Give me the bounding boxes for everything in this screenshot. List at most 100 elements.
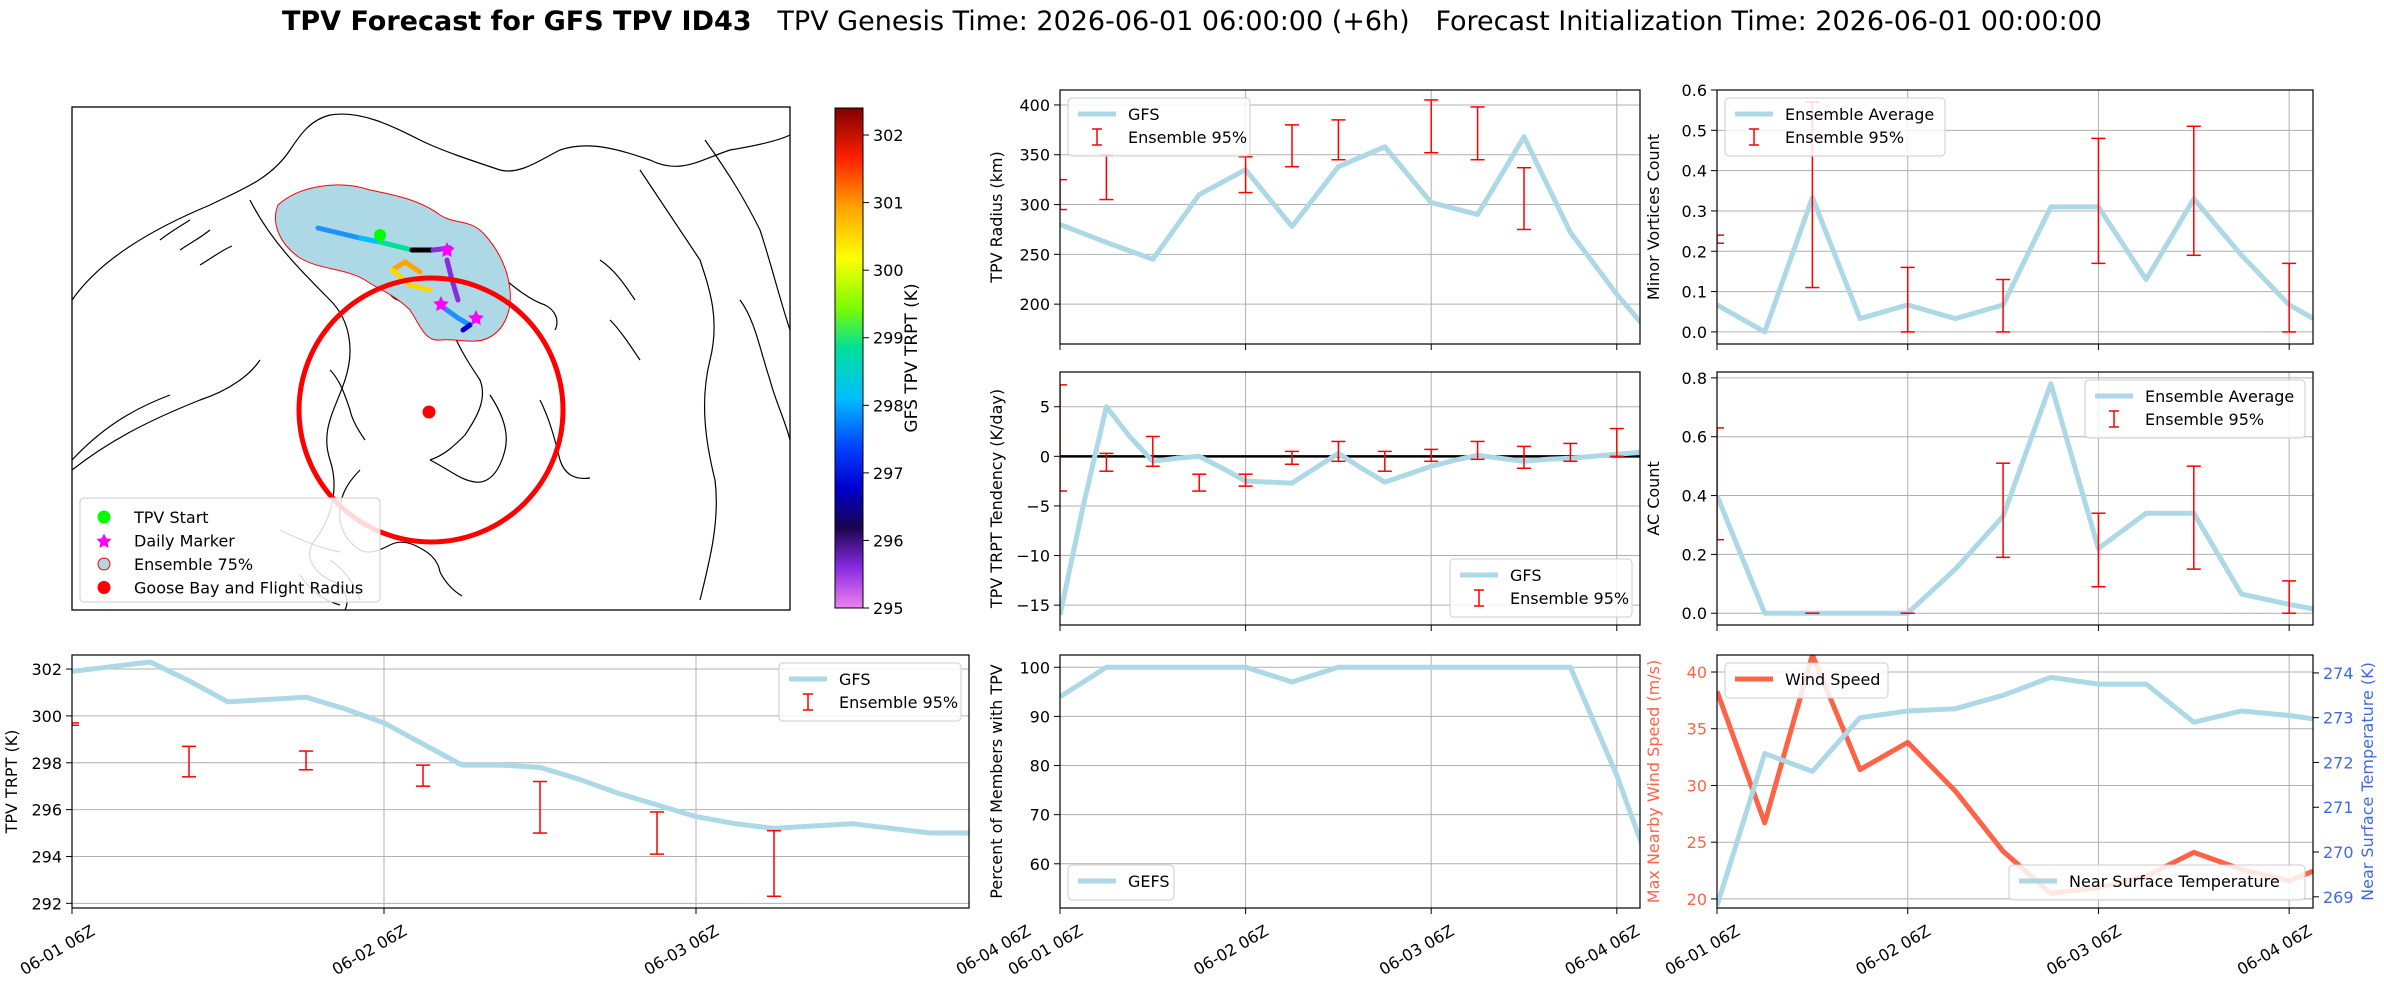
- y-axis-label: AC Count: [1644, 461, 1663, 535]
- colorbar-tick-label: 301: [873, 194, 904, 213]
- y-tick-label: 296: [31, 801, 62, 820]
- map-legend-marker: [97, 581, 111, 594]
- y-tick-label: 294: [31, 847, 62, 866]
- chart-wind: 20 25 30 35 40 Max Nearby Wind Speed (m/s) 269…: [1644, 654, 2377, 979]
- colorbar-tick-label: 297: [873, 464, 904, 483]
- y-tick-label: 0.6: [1682, 428, 1707, 447]
- y-axis-label: TPV TRPT Tendency (K/day): [987, 389, 1006, 609]
- y-right-axis-label: Near Surface Temperature (K): [2358, 662, 2377, 901]
- chart-legend-frame: [1724, 662, 1889, 699]
- y-tick-label: −5: [1026, 497, 1050, 516]
- y-tick-label: −15: [1016, 596, 1050, 615]
- colorbar: 302 301 300 299 298 297 296 295 GFS TPV TRPT (K): [834, 107, 922, 618]
- chart-legend-frame: [2008, 864, 2306, 901]
- y-axis-label: Percent of Members with TPV: [987, 664, 1006, 898]
- chart-legend: GFS Ensemble 95%: [778, 662, 962, 722]
- y-tick-label: 100: [1019, 658, 1050, 677]
- series-line-gefs: [1060, 664, 1640, 847]
- y-tick-label: 40: [1687, 663, 1707, 682]
- y-axis-label: TPV TRPT (K): [2, 730, 21, 835]
- y-right-tick-label: 274: [2323, 664, 2354, 683]
- map-legend-label: Daily Marker: [134, 532, 235, 551]
- y-tick-label: 0.2: [1682, 242, 1707, 261]
- colorbar-label: GFS TPV TRPT (K): [902, 283, 922, 432]
- y-tick-label: 302: [31, 660, 62, 679]
- y-tick-label: 30: [1687, 776, 1707, 795]
- y-tick-label: −10: [1016, 547, 1050, 566]
- chart-legend-label: Ensemble 95%: [2145, 410, 2264, 429]
- y-tick-label: 200: [1019, 295, 1050, 314]
- chart-legend-label: Wind Speed: [1785, 670, 1880, 689]
- y-tick-label: 25: [1687, 833, 1707, 852]
- map-legend-marker: [97, 557, 111, 571]
- chart-legend-label: Ensemble Average: [2145, 387, 2294, 406]
- figure-title-bold: TPV Forecast for GFS TPV ID43: [281, 6, 752, 37]
- y-right-tick-label: 270: [2323, 843, 2354, 862]
- y-tick-label: 20: [1687, 890, 1707, 909]
- chart-legend-label: Ensemble Average: [1785, 105, 1934, 124]
- y-tick-label: 0.3: [1682, 202, 1707, 221]
- chart-legend: Wind Speed: [1724, 662, 1889, 699]
- colorbar-tick-label: 302: [873, 126, 904, 145]
- x-tick-label: 06-03 06Z: [2043, 921, 2124, 979]
- y-axis-label: Minor Vortices Count: [1644, 134, 1663, 300]
- map-legend: TPV Start Daily Marker Ensemble 75% Goose B…: [79, 497, 381, 603]
- plot-frame: [1716, 89, 2314, 345]
- map-legend-frame: [79, 497, 381, 603]
- plot-frame: [1716, 371, 2314, 626]
- y-axis-label: Max Nearby Wind Speed (m/s): [1644, 660, 1663, 903]
- chart-legend-label: GFS: [839, 670, 870, 689]
- chart-legend-label: Ensemble 95%: [839, 693, 958, 712]
- series-line-gfs: [72, 659, 969, 836]
- y-tick-label: 250: [1019, 245, 1050, 264]
- plot-frame: [1059, 371, 1641, 626]
- y-axis-label: TPV Radius (km): [987, 151, 1006, 284]
- chart-legend: Ensemble Average Ensemble 95%: [1724, 97, 1946, 157]
- x-tick-label: 06-01 06Z: [17, 921, 98, 979]
- daily-markers: [433, 242, 484, 325]
- y-tick-label: 0.6: [1682, 81, 1707, 100]
- y-tick-label: 0.5: [1682, 121, 1707, 140]
- chart-legend-frame: [2084, 379, 2306, 439]
- chart-legend-frame: [1724, 97, 1946, 157]
- colorbar-tick-label: 295: [873, 599, 904, 618]
- figure-title: TPV Forecast for GFS TPV ID43 TPV Genesi…: [0, 6, 2384, 37]
- chart-legend: GFS Ensemble 95%: [1067, 97, 1251, 157]
- x-tick-label: 06-02 06Z: [1190, 921, 1271, 979]
- series-line-gfs: [1060, 134, 1640, 326]
- series-line-ensemble-average: [1717, 381, 2313, 616]
- y-tick-label: 90: [1030, 707, 1050, 726]
- chart-trpt: 292 294 296 298 300 302 TPV TRPT (K) 06-01 06Z 0…: [2, 654, 1034, 979]
- y-tick-label: 298: [31, 754, 62, 773]
- y-tick-label: 0.4: [1682, 487, 1707, 506]
- chart-legend-label: Ensemble 95%: [1128, 128, 1247, 147]
- y-tick-label: 0.1: [1682, 283, 1707, 302]
- chart-percent: 60 70 80 90 100 Percent of Members with TPV 06…: [987, 654, 1643, 979]
- chart-legend-label: GEFS: [1128, 872, 1170, 891]
- plot-frame: [71, 654, 970, 909]
- y-tick-label: 60: [1030, 855, 1050, 874]
- y-tick-label: 0.0: [1682, 604, 1707, 623]
- y-tick-label: 400: [1019, 96, 1050, 115]
- plot-frame: [1059, 89, 1641, 345]
- map-legend-marker: [97, 510, 111, 524]
- plot-frame: [1059, 654, 1641, 909]
- colorbar-tick-label: 296: [873, 531, 904, 550]
- map-legend-label: Goose Bay and Flight Radius: [134, 579, 363, 598]
- x-tick-label: 06-04 06Z: [2234, 921, 2315, 979]
- chart-tendency: −15 −10 −5 0 5 TPV TRPT Tendency (K/day) GFS En…: [987, 371, 1641, 631]
- figure-title-rest: TPV Genesis Time: 2026-06-01 06:00:00 (+…: [751, 6, 2103, 37]
- y-tick-label: 5: [1040, 398, 1050, 417]
- chart-minor: 0.0 0.1 0.2 0.3 0.4 0.5 0.6 Minor Vortices Coun…: [1644, 81, 2314, 350]
- y-right-tick-label: 273: [2323, 709, 2354, 728]
- chart-legend-frame: [1067, 864, 1175, 901]
- map-panel: TPV Start Daily Marker Ensemble 75% Goose B…: [71, 106, 791, 611]
- x-tick-label: 06-03 06Z: [641, 921, 722, 979]
- ensemble-75-region: [274, 184, 511, 342]
- chart-legend-label: Ensemble 95%: [1510, 589, 1629, 608]
- chart-legend: GFS Ensemble 95%: [1449, 558, 1633, 618]
- y-right-tick-label: 269: [2323, 888, 2354, 907]
- y-right-tick-label: 271: [2323, 798, 2354, 817]
- series-line-gfs: [1060, 404, 1640, 616]
